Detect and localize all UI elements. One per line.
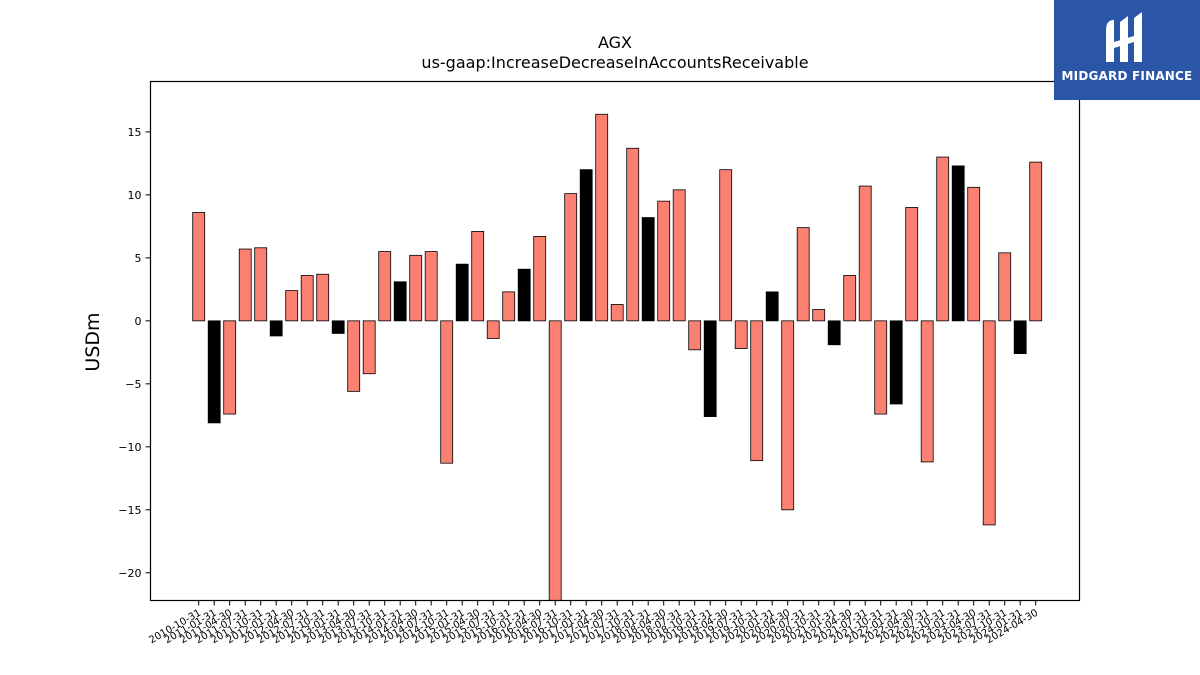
bar-2019-04-30 [719,169,733,322]
bar-2013-07-31 [362,320,376,375]
bar-2022-07-31 [920,320,934,463]
plot-frame [149,80,1081,602]
bar-2014-10-31 [440,320,454,464]
y-tick-label: 15 [128,126,142,139]
bar-2023-07-31 [982,320,996,526]
y-axis-label: USDm [82,312,104,371]
bar-2016-07-31 [548,320,562,601]
bar-2016-04-30 [533,236,547,322]
logo-text: MIDGARD FINANCE [1061,69,1193,83]
bar-2014-07-31 [424,251,438,322]
bar-2021-10-31 [874,320,888,415]
bar-2017-04-30 [595,113,609,322]
bar-2022-04-30 [905,207,919,322]
bar-2018-01-31 [641,217,655,322]
bar-2024-01-31 [1013,320,1027,354]
logo-mark-icon [1106,12,1142,62]
bar-2023-10-31 [998,252,1012,322]
bar-2023-01-31 [951,165,965,322]
bar-2011-07-31 [238,248,252,322]
bar-2013-10-31 [378,251,392,322]
bar-2015-07-31 [486,320,500,339]
bar-2023-04-30 [967,186,981,322]
bar-2012-04-30 [285,290,299,322]
y-tick-label: −5 [125,378,141,391]
bar-2015-10-31 [502,291,516,322]
y-tick-label: 10 [128,189,142,202]
bar-2018-07-31 [672,189,686,322]
bar-2011-04-30 [223,320,237,415]
bar-2021-07-31 [858,185,872,322]
bar-2019-01-31 [703,320,717,417]
bar-2017-10-31 [626,147,640,322]
bar-2017-01-31 [579,169,593,322]
bar-2017-07-31 [610,304,624,322]
bars-group [192,113,1043,601]
chart-title: AGX [598,33,632,52]
bar-2018-04-30 [657,200,671,322]
bar-2020-07-31 [796,227,810,322]
brand-logo: MIDGARD FINANCE [1054,0,1200,100]
bar-2020-04-30 [781,320,795,511]
bar-2014-04-30 [409,254,423,322]
bar-2014-01-31 [393,281,407,322]
bar-2010-10-31 [192,212,206,322]
bar-2019-07-31 [734,320,748,349]
y-tick-label: −10 [118,441,141,454]
bar-2011-10-31 [254,247,268,322]
bar-2022-10-31 [936,156,950,322]
bar-2016-10-31 [564,193,578,322]
bar-2013-04-30 [347,320,361,392]
bar-2020-01-31 [765,291,779,322]
bar-2022-01-31 [889,320,903,405]
bar-2015-01-31 [455,263,469,322]
bar-2013-01-31 [331,320,345,334]
bar-2011-01-31 [207,320,221,424]
bar-2015-04-30 [471,231,485,322]
bar-2018-10-31 [688,320,702,351]
bar-2021-01-31 [827,320,841,346]
x-ticks-group: 2010-10-312011-01-312011-04-302011-07-31… [147,600,1040,646]
y-tick-label: 0 [135,315,142,328]
y-tick-label: −15 [118,504,141,517]
bar-2012-07-31 [300,275,314,322]
bar-2016-01-31 [517,268,531,322]
bar-2012-10-31 [316,273,330,322]
bar-2012-01-31 [269,320,283,337]
y-tick-label: −20 [118,567,141,580]
y-ticks-group: 15 10 5 0 −5 −10 −15 −20 [118,126,151,580]
y-tick-label: 5 [135,252,142,265]
bar-2021-04-30 [843,275,857,322]
chart-subtitle: us-gaap:IncreaseDecreaseInAccountsReceiv… [421,53,808,72]
bar-2019-10-31 [750,320,764,462]
bar-2020-10-31 [812,309,826,322]
bar-2024-04-30 [1029,161,1043,322]
